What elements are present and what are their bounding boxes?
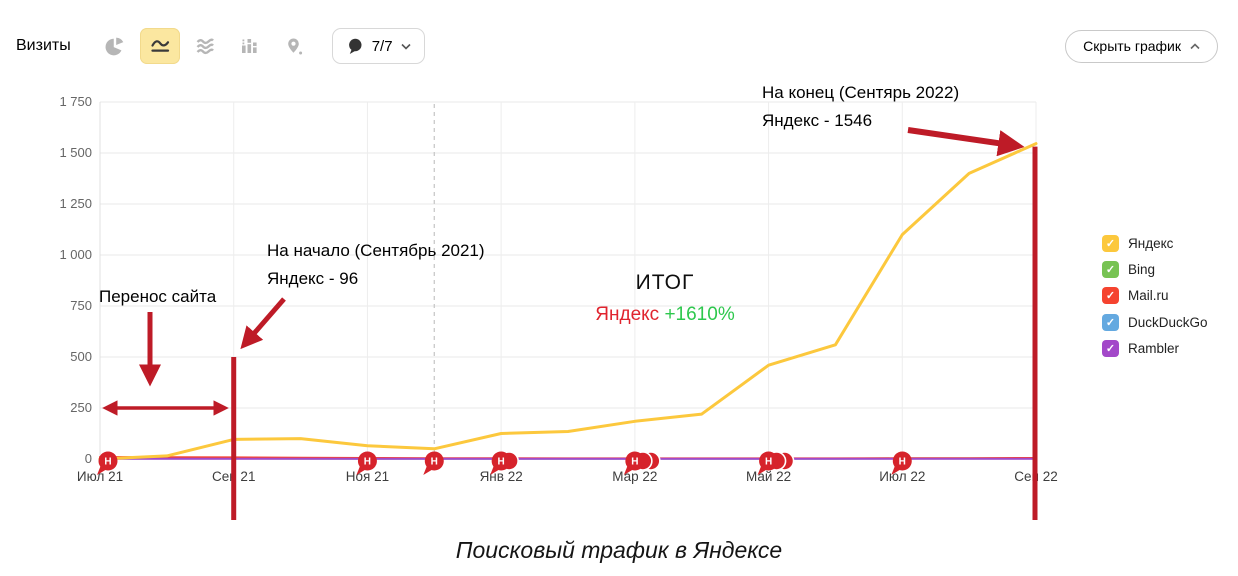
note-marker[interactable]: Н — [490, 451, 519, 476]
note-marker[interactable]: Н — [623, 451, 661, 476]
annotation-shapes — [102, 127, 1038, 520]
note-marker[interactable]: Н — [891, 451, 912, 476]
note-marker[interactable]: Н — [757, 451, 795, 476]
legend-item-duckduckgo[interactable]: ✓ DuckDuckGo — [1102, 309, 1208, 335]
legend-checkbox-icon[interactable]: ✓ — [1102, 340, 1119, 358]
annotation-start-line1: На начало (Сентябрь 2021) — [267, 241, 485, 260]
svg-text:Июл 21: Июл 21 — [77, 469, 123, 484]
note-marker-letter: Н — [899, 457, 906, 468]
pie-chart-button[interactable] — [95, 28, 135, 64]
legend-label: Яндекс — [1128, 235, 1174, 251]
legend-item-mail.ru[interactable]: ✓ Mail.ru — [1102, 283, 1208, 309]
legend-item-bing[interactable]: ✓ Bing — [1102, 256, 1208, 282]
svg-text:Мар 22: Мар 22 — [612, 469, 657, 484]
svg-text:1 750: 1 750 — [59, 94, 92, 109]
svg-text:1 000: 1 000 — [59, 247, 92, 262]
annotation-start: На начало (Сентябрь 2021) Яндекс - 96 — [267, 237, 485, 293]
svg-text:Ноя 21: Ноя 21 — [346, 469, 389, 484]
chart-legend: ✓ Яндекс ✓ Bing ✓ Mail.ru ✓ DuckDuckGo ✓ Rambler — [1102, 230, 1208, 362]
svg-text:1 250: 1 250 — [59, 196, 92, 211]
chevron-up-icon — [1190, 42, 1200, 49]
total-title: ИТОГ — [635, 271, 695, 294]
pie-chart-icon — [105, 37, 124, 55]
note-marker-letter: Н — [631, 457, 638, 468]
note-marker[interactable]: Н — [423, 451, 444, 476]
map-button[interactable] — [275, 28, 315, 64]
annotation-end-line1: На конец (Сентярь 2022) — [762, 83, 960, 102]
annotation-move: Перенос сайта — [99, 287, 217, 306]
total-percent: +1610% — [664, 304, 735, 325]
svg-text:Янв 22: Янв 22 — [480, 469, 523, 484]
x-axis: Июл 21 Сен 21 Ноя 21 Янв 22 Мар 22 Май 22 Июл … — [77, 102, 1058, 484]
legend-checkbox-icon[interactable]: ✓ — [1102, 287, 1119, 305]
svg-text:Май 22: Май 22 — [746, 469, 791, 484]
annotation-end: На конец (Сентярь 2022) Яндекс - 1546 — [762, 79, 959, 135]
note-marker-letter: Н — [498, 457, 505, 468]
annotation-total: ИТОГ Яндекс +1610% — [556, 271, 774, 326]
bar-chart-button[interactable] — [230, 28, 270, 64]
metric-label: Визиты — [16, 37, 71, 54]
hide-chart-button[interactable]: Скрыть график — [1065, 29, 1218, 63]
note-bubble-icon — [348, 38, 362, 54]
note-marker-letter: Н — [431, 457, 438, 468]
legend-checkbox-icon[interactable]: ✓ — [1102, 313, 1119, 331]
chevron-down-icon — [401, 43, 411, 50]
legend-item-rambler[interactable]: ✓ Rambler — [1102, 336, 1208, 362]
hide-chart-label: Скрыть график — [1083, 38, 1181, 54]
y-axis: 0 250 500 750 1 000 1 250 1 500 1 750 — [59, 94, 1036, 466]
note-marker-letter: Н — [104, 457, 111, 468]
stacked-area-icon — [196, 38, 214, 55]
note-marker[interactable]: Н — [356, 451, 377, 476]
legend-label: Mail.ru — [1128, 288, 1169, 304]
series-line-яндекс — [98, 142, 1038, 461]
annotation-start-line2: Яндекс - 96 — [267, 269, 359, 288]
end-arrow — [907, 127, 1025, 157]
svg-text:Июл 22: Июл 22 — [879, 469, 925, 484]
stacked-area-button[interactable] — [185, 28, 225, 64]
svg-text:750: 750 — [70, 298, 92, 313]
svg-text:1 500: 1 500 — [59, 145, 92, 160]
svg-text:0: 0 — [85, 451, 92, 466]
line-chart-button[interactable] — [139, 28, 180, 64]
notes-count: 7/7 — [371, 37, 393, 55]
annotation-end-line2: Яндекс - 1546 — [762, 111, 873, 130]
legend-item-яндекс[interactable]: ✓ Яндекс — [1102, 230, 1208, 256]
start-arrow — [240, 297, 286, 350]
total-series-name: Яндекс — [595, 304, 660, 325]
note-marker-letter: Н — [765, 457, 772, 468]
note-marker[interactable]: Н — [97, 451, 118, 476]
note-marker-letter: Н — [364, 457, 371, 468]
chart-toolbar: Визиты — [16, 26, 1218, 66]
legend-label: Bing — [1128, 262, 1156, 278]
chart-caption: Поисковый трафик в Яндексе — [455, 537, 783, 563]
legend-checkbox-icon[interactable]: ✓ — [1102, 261, 1119, 279]
legend-label: Rambler — [1128, 341, 1180, 357]
svg-text:250: 250 — [70, 400, 92, 415]
line-chart-icon — [151, 40, 169, 52]
legend-label: DuckDuckGo — [1128, 314, 1208, 330]
legend-checkbox-icon[interactable]: ✓ — [1102, 234, 1119, 252]
map-icon — [288, 38, 303, 54]
svg-text:500: 500 — [70, 349, 92, 364]
notes-dropdown[interactable]: 7/7 — [331, 28, 425, 64]
bar-chart-icon — [242, 39, 257, 53]
